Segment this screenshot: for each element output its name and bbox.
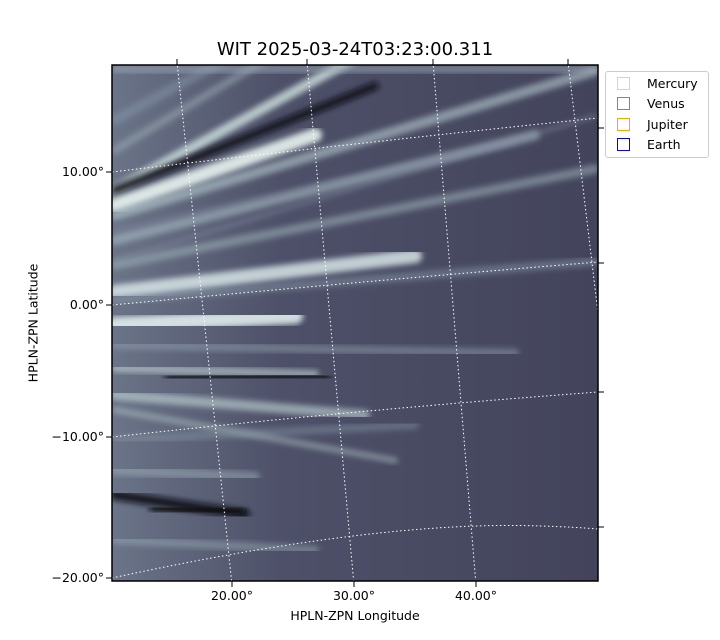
coronal-streak [112, 66, 598, 220]
y-tick-label: −20.00° [51, 570, 104, 585]
coronal-streak [112, 341, 519, 357]
coronal-streak [112, 65, 226, 125]
legend-swatch [617, 76, 630, 90]
x-axis-label: HPLN-ZPN Longitude [290, 608, 420, 623]
dark-streak [164, 372, 331, 382]
x-tick-label: 40.00° [454, 588, 498, 603]
coronal-streak [112, 364, 319, 378]
latitude-gridline [112, 391, 598, 438]
legend-swatch [617, 117, 630, 131]
legend-item-mercury: Mercury [617, 73, 698, 93]
coronal-streak [113, 140, 517, 232]
coronal-streak [112, 164, 598, 270]
coronal-streak [112, 465, 260, 482]
legend-item-venus: Venus [617, 93, 685, 113]
coronal-streak [112, 249, 422, 299]
legend-label: Jupiter [647, 116, 688, 132]
legend-item-earth: Earth [617, 134, 681, 154]
coronal-streak [113, 114, 597, 262]
longitude-gridline [432, 65, 477, 581]
plot-frame [111, 64, 599, 582]
coronal-streak [112, 390, 370, 420]
y-tick-label: 10.00° [61, 164, 104, 179]
legend-label: Mercury [647, 75, 698, 91]
legend: Mercury Venus Jupiter Earth [605, 71, 709, 158]
latitude-gridline [112, 117, 598, 173]
coronal-streak [112, 82, 379, 194]
y-tick-label: 0.00° [69, 297, 104, 312]
legend-label: Venus [647, 95, 685, 111]
x-tick-label: 30.00° [332, 588, 376, 603]
longitude-gridline [567, 65, 598, 318]
legend-item-jupiter: Jupiter [617, 114, 688, 134]
coronal-streak [112, 128, 322, 212]
dark-streak [149, 504, 246, 516]
coronal-streak [112, 421, 419, 444]
coronal-streak [112, 536, 319, 554]
chart-title: WIT 2025-03-24T03:23:00.311 [216, 39, 494, 60]
y-tick-label: −10.00° [51, 429, 104, 444]
coronal-streak [112, 65, 265, 154]
legend-swatch [617, 96, 630, 110]
x-tick-label: 20.00° [210, 588, 254, 603]
coronal-streak [112, 308, 303, 333]
legend-label: Earth [647, 136, 681, 152]
latitude-gridline [112, 524, 598, 579]
coronal-streak [112, 257, 598, 304]
legend-swatch [617, 137, 630, 151]
edge-artifact [112, 65, 598, 73]
y-axis-label: HPLN-ZPN Latitude [25, 263, 41, 383]
latitude-gridline [112, 261, 598, 306]
